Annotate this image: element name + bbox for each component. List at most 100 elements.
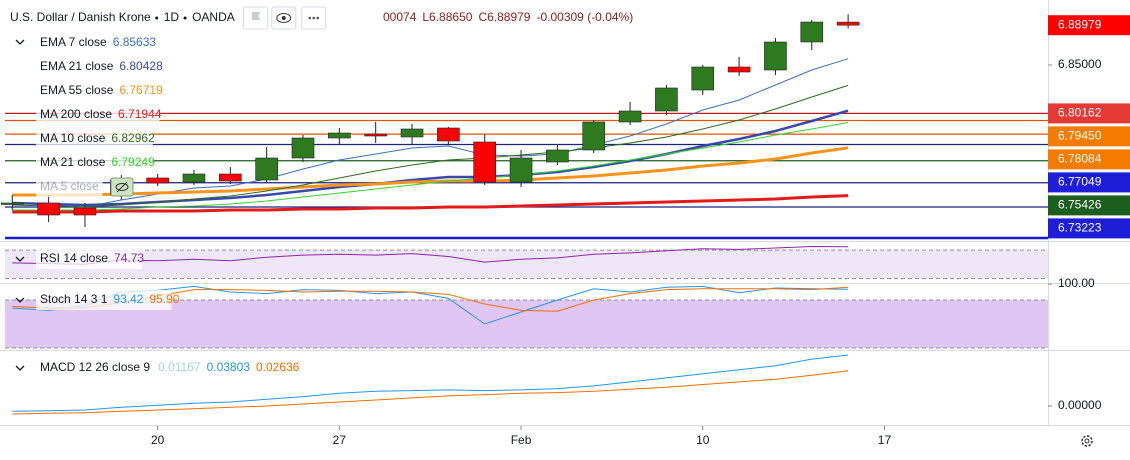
indicator-line bbox=[12, 58, 849, 208]
legend-entry: MA 10 close 6.82962 bbox=[40, 131, 155, 145]
legend-name: EMA 55 close bbox=[40, 83, 114, 97]
indicator-line bbox=[12, 354, 849, 412]
candle-body bbox=[437, 127, 460, 142]
indicator-name: RSI 14 close bbox=[40, 251, 108, 265]
legend-bg bbox=[36, 358, 284, 378]
eye-pupil bbox=[281, 16, 286, 20]
legend-bg bbox=[36, 105, 160, 125]
dot-icon bbox=[312, 16, 316, 20]
candle-body bbox=[691, 66, 715, 91]
legend-name: MA 200 close bbox=[40, 107, 112, 121]
legend-value: 0.02636 bbox=[256, 360, 300, 374]
price-label-box bbox=[1048, 218, 1130, 239]
legend-name: MA 10 close bbox=[40, 131, 106, 145]
candle-body bbox=[727, 66, 751, 73]
settings-gear[interactable] bbox=[1081, 435, 1093, 447]
y-tick-label: 6.85000 bbox=[1058, 57, 1102, 71]
candle-body bbox=[364, 133, 387, 137]
dot-icon bbox=[316, 16, 320, 20]
legend-bg bbox=[36, 290, 172, 310]
ohlc-value: L6.88650 bbox=[422, 10, 472, 24]
indicator-legend: MACD 12 26 close 9 0.01167 0.03803 0.02636 bbox=[40, 360, 300, 374]
y-tick-label: 100.00 bbox=[1058, 276, 1095, 290]
hidden-eye-icon bbox=[115, 183, 129, 191]
legend-bg bbox=[36, 57, 161, 77]
separator-dot bbox=[183, 16, 187, 20]
indicator-line bbox=[12, 245, 849, 265]
price-label-box bbox=[1048, 172, 1130, 193]
y-tick-label: 0.00000 bbox=[1058, 398, 1102, 412]
flag-icon bbox=[251, 12, 261, 20]
legend-entry: MA 21 close 6.79249 bbox=[40, 155, 155, 169]
legend-value: 93.42 bbox=[113, 292, 143, 306]
x-tick-label: 20 bbox=[151, 433, 165, 447]
price-label: 6.77049 bbox=[1058, 175, 1102, 189]
ohlc-value: 00074 bbox=[383, 10, 417, 24]
x-tick-label: 17 bbox=[878, 433, 892, 447]
price-label: 6.80162 bbox=[1058, 106, 1102, 120]
symbol-title: U.S. Dollar / Danish Krone bbox=[10, 10, 151, 24]
legend-value: 6.71944 bbox=[118, 107, 162, 121]
legend-value: 74.73 bbox=[114, 251, 144, 265]
candle-body bbox=[764, 41, 787, 71]
x-tick-label: 10 bbox=[696, 433, 710, 447]
price-label: 6.79450 bbox=[1058, 129, 1102, 143]
legend-value: 6.82962 bbox=[111, 131, 155, 145]
legend-value: 0.03803 bbox=[207, 360, 251, 374]
collapse-arrow[interactable] bbox=[15, 365, 25, 371]
indicator-line bbox=[12, 122, 849, 211]
legend-bg bbox=[36, 81, 161, 101]
legend-value: 6.79249 bbox=[111, 155, 155, 169]
legend-bg bbox=[36, 129, 153, 149]
more-button[interactable] bbox=[301, 6, 327, 30]
indicator-name: Stoch 14 3 1 bbox=[40, 292, 108, 306]
flag-button[interactable] bbox=[243, 6, 269, 30]
candle-body bbox=[546, 149, 569, 163]
candle-body bbox=[618, 110, 642, 123]
legend-entry: MA 5 close bbox=[40, 179, 99, 193]
candle-body bbox=[291, 137, 315, 159]
candle-body bbox=[219, 173, 242, 182]
legend-name: MA 21 close bbox=[40, 155, 106, 169]
legend-name: MA 5 close bbox=[40, 179, 99, 193]
candle-body bbox=[582, 121, 606, 151]
interval: 1D bbox=[164, 10, 180, 24]
dot-icon bbox=[308, 16, 312, 20]
separator-dot bbox=[155, 16, 159, 20]
price-label-box bbox=[1048, 103, 1130, 124]
price-label-box bbox=[1048, 195, 1130, 216]
price-label-box bbox=[1048, 126, 1130, 147]
x-tick-label: 27 bbox=[333, 433, 347, 447]
legend-bg bbox=[36, 177, 103, 197]
candle-body bbox=[0, 202, 24, 205]
settings-gear-core bbox=[1084, 438, 1090, 444]
price-label-box bbox=[1048, 149, 1130, 170]
eye-button[interactable] bbox=[271, 6, 297, 30]
price-label: 6.88979 bbox=[1058, 17, 1102, 31]
source: OANDA bbox=[192, 10, 235, 24]
indicator-name: MACD 12 26 close 9 bbox=[40, 360, 150, 374]
legend-value: 0.01167 bbox=[158, 360, 201, 374]
price-label-box bbox=[1048, 15, 1130, 36]
legend-value: 95.90 bbox=[149, 292, 179, 306]
candle-body bbox=[473, 141, 497, 183]
indicator-line bbox=[12, 146, 849, 197]
price-label: 6.75426 bbox=[1058, 198, 1102, 212]
indicator-legend: RSI 14 close 74.73 bbox=[40, 251, 144, 265]
candle-body bbox=[328, 132, 351, 139]
collapse-arrow[interactable] bbox=[15, 297, 25, 303]
legend-value: 6.76719 bbox=[119, 83, 163, 97]
legend-entry: EMA 55 close 6.76719 bbox=[40, 83, 163, 97]
legend-entry: MA 200 close 6.71944 bbox=[40, 107, 162, 121]
band bbox=[5, 300, 1048, 348]
candle-body bbox=[400, 128, 424, 138]
price-label: 6.78084 bbox=[1058, 152, 1102, 166]
collapse-arrow[interactable] bbox=[15, 256, 25, 262]
legend-value: 6.80428 bbox=[119, 59, 163, 73]
collapse-arrow[interactable] bbox=[15, 39, 25, 45]
candle-body bbox=[509, 157, 533, 183]
candle-body bbox=[800, 21, 824, 43]
price-label: 6.73223 bbox=[1058, 221, 1102, 235]
candle-body bbox=[146, 177, 169, 184]
